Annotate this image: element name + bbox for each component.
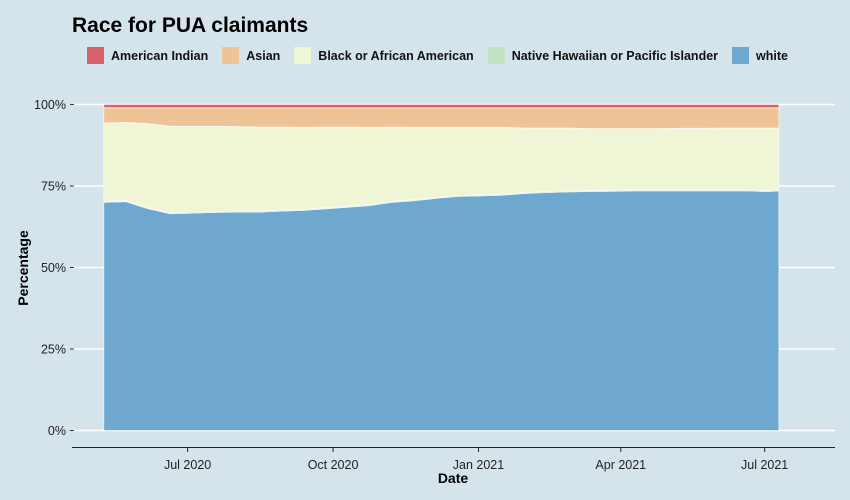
y-tick-label: 50%	[41, 261, 66, 275]
legend-item-native-hawaiian: Native Hawaiian or Pacific Islander	[487, 47, 719, 64]
y-tick-label: 100%	[34, 98, 66, 112]
legend-item-white: white	[732, 47, 788, 64]
legend-swatch-american-indian	[87, 47, 104, 64]
x-tick-label: Jul 2020	[164, 458, 211, 472]
legend-label-american-indian: American Indian	[111, 48, 209, 63]
legend-label-black: Black or African American	[318, 48, 474, 63]
legend-item-black: Black or African American	[294, 47, 474, 64]
legend-item-asian: Asian	[222, 47, 280, 64]
legend-item-american-indian: American Indian	[87, 47, 208, 64]
area-american-indian	[103, 104, 780, 109]
y-tick-label: 75%	[41, 180, 66, 194]
x-tick-label: Apr 2021	[595, 458, 646, 472]
legend-swatch-black	[294, 47, 312, 64]
x-tick-label: Jul 2021	[741, 458, 788, 472]
x-axis-label: Date	[437, 470, 469, 486]
legend-swatch-native-hawaiian	[487, 47, 505, 64]
y-tick-label: 0%	[48, 424, 66, 438]
x-tick-label: Oct 2020	[308, 458, 359, 472]
legend-label-white: white	[756, 48, 788, 63]
legend-swatch-asian	[222, 47, 240, 64]
x-tick-label: Jan 2021	[453, 458, 504, 472]
legend: American Indian Asian Black or African A…	[87, 47, 802, 64]
legend-label-asian: Asian	[246, 48, 281, 63]
area-asian	[103, 107, 780, 129]
y-tick-label: 25%	[41, 343, 66, 357]
area-white	[103, 190, 780, 431]
chart-title: Race for PUA claimants	[72, 14, 309, 37]
y-axis-label: Percentage	[15, 230, 31, 306]
legend-swatch-white	[732, 47, 750, 64]
legend-label-native-hawaiian: Native Hawaiian or Pacific Islander	[511, 48, 719, 63]
